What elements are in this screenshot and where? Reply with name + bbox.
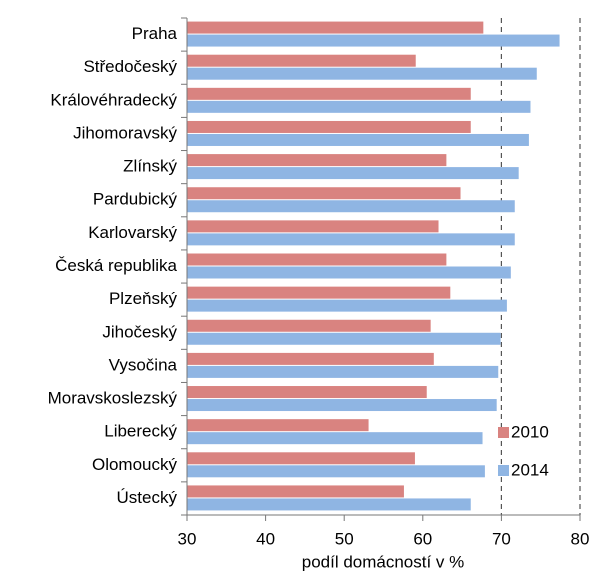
bar	[187, 100, 531, 113]
bar	[187, 120, 471, 133]
y-tick-label: Středočeský	[83, 57, 177, 76]
bar	[187, 286, 451, 299]
legend-label: 2010	[511, 422, 549, 441]
x-tick-label: 30	[178, 529, 197, 548]
legend-swatch	[498, 427, 509, 438]
legend-label: 2014	[511, 460, 549, 479]
bar	[187, 220, 439, 233]
bar	[187, 432, 483, 445]
bar	[187, 299, 507, 312]
bar	[187, 187, 461, 200]
x-tick-label: 60	[413, 529, 432, 548]
y-tick-label: Moravskoslezský	[48, 389, 178, 408]
y-tick-label: Vysočina	[109, 355, 178, 374]
bar	[187, 34, 560, 47]
y-tick-label: Praha	[132, 24, 178, 43]
bar	[187, 352, 434, 365]
bar	[187, 386, 427, 399]
y-tick-label: Jihočeský	[102, 322, 177, 341]
x-tick-label: 40	[256, 529, 275, 548]
bar	[187, 332, 501, 345]
bar	[187, 253, 447, 266]
y-tick-label: Plzeňský	[109, 289, 178, 308]
x-tick-label: 80	[571, 529, 590, 548]
bar	[187, 419, 369, 432]
y-tick-label: Královéhradecký	[50, 90, 177, 109]
x-tick-label: 50	[335, 529, 354, 548]
bar	[187, 133, 529, 146]
bar	[187, 319, 431, 332]
bar	[187, 167, 519, 180]
bar	[187, 87, 471, 100]
y-tick-label: Olomoucký	[92, 455, 178, 474]
y-tick-label: Česká republika	[55, 256, 177, 275]
bar	[187, 365, 499, 378]
legend-swatch	[498, 465, 509, 476]
bar	[187, 154, 447, 167]
bar	[187, 485, 404, 498]
bar	[187, 233, 515, 246]
y-tick-label: Pardubický	[93, 190, 178, 209]
bar	[187, 498, 471, 511]
bar	[187, 200, 515, 213]
bar	[187, 266, 511, 279]
bar	[187, 399, 497, 412]
bar	[187, 67, 537, 80]
x-tick-label: 70	[492, 529, 511, 548]
y-tick-label: Karlovarský	[88, 223, 177, 242]
y-tick-label: Liberecký	[104, 422, 177, 441]
y-tick-label: Ústecký	[117, 488, 178, 507]
bar	[187, 21, 484, 34]
x-axis-label: podíl domácností v %	[302, 552, 465, 571]
y-tick-label: Zlínský	[123, 157, 177, 176]
bar	[187, 54, 416, 67]
y-tick-label: Jihomoravský	[73, 123, 177, 142]
bar	[187, 465, 485, 478]
bar	[187, 452, 415, 465]
